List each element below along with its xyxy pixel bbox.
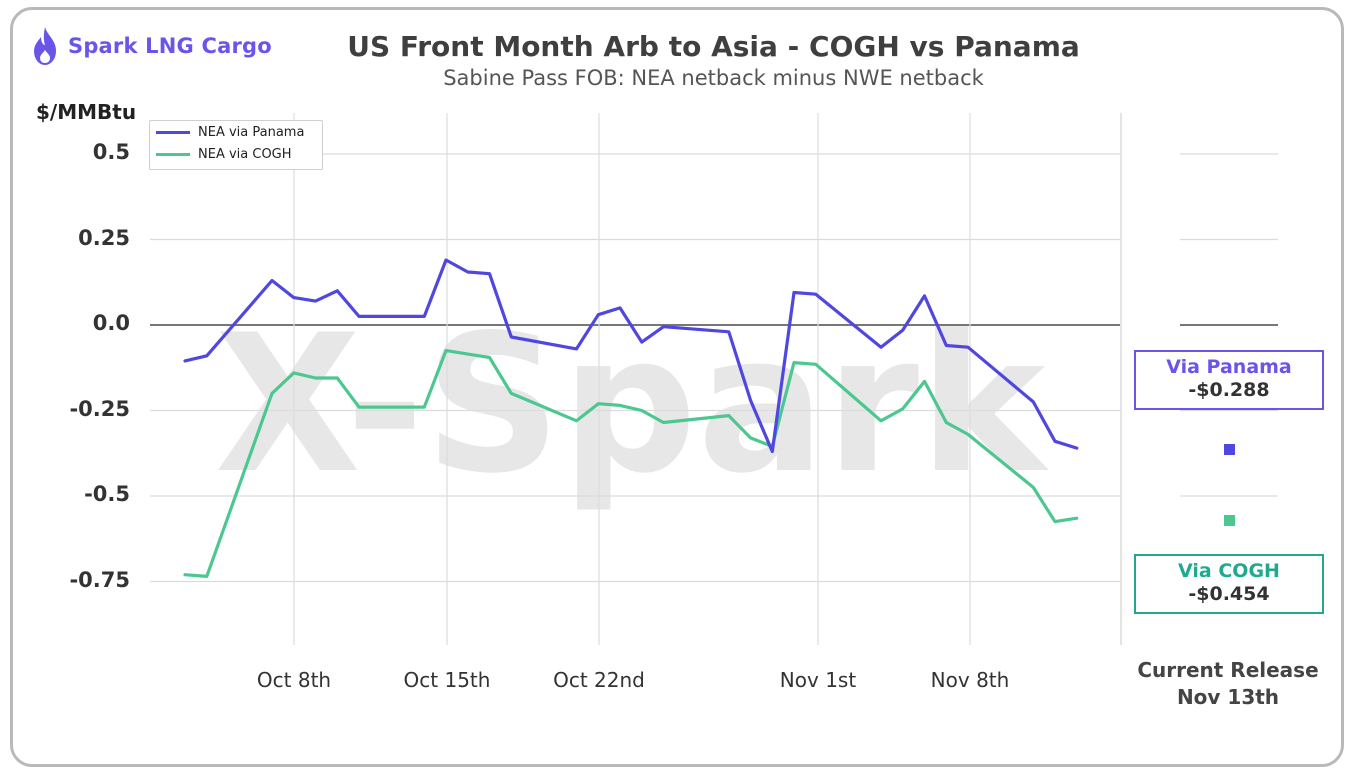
callout-cogh-label: Via COGH — [1178, 560, 1280, 582]
legend-swatch-cogh — [156, 153, 190, 156]
current-release-label: Current Release — [1137, 658, 1319, 682]
marker-panama — [1224, 444, 1235, 455]
chart-subtitle: Sabine Pass FOB: NEA netback minus NWE n… — [443, 66, 984, 90]
callout-panama-value: -$0.288 — [1188, 379, 1270, 401]
watermark: X-Spark — [215, 294, 1050, 515]
grid-lines — [150, 113, 1122, 645]
flame-icon — [34, 27, 56, 65]
marker-cogh — [1224, 515, 1235, 526]
y-tick-label: 0.0 — [92, 311, 130, 335]
x-tick-label: Nov 8th — [930, 668, 1010, 692]
brand-name: Spark LNG Cargo — [68, 34, 272, 58]
y-axis-unit: $/MMBtu — [36, 100, 137, 124]
legend-label-panama: NEA via Panama — [198, 125, 305, 140]
legend: NEA via Panama NEA via COGH — [149, 120, 323, 170]
x-tick-label: Oct 15th — [403, 668, 491, 692]
brand-logo: Spark LNG Cargo — [30, 26, 272, 66]
callout-panama: Via Panama -$0.288 — [1134, 350, 1324, 410]
y-tick-label: 0.25 — [78, 225, 130, 250]
legend-item-panama: NEA via Panama — [156, 125, 304, 140]
callout-cogh: Via COGH -$0.454 — [1134, 554, 1324, 614]
current-release-date: Nov 13th — [1176, 685, 1280, 709]
series-lines — [183, 258, 1079, 579]
y-tick-label: -0.75 — [69, 567, 130, 592]
current-release: Current Release Nov 13th — [1118, 657, 1338, 711]
x-tick-label: Nov 1st — [779, 668, 857, 692]
x-tick-label: Oct 8th — [256, 668, 332, 692]
legend-item-cogh: NEA via COGH — [156, 147, 292, 162]
y-tick-label: -0.5 — [84, 482, 130, 506]
y-tick-label: 0.5 — [92, 140, 130, 164]
legend-label-cogh: NEA via COGH — [198, 147, 292, 162]
chart-title: US Front Month Arb to Asia - COGH vs Pan… — [347, 30, 1080, 63]
x-tick-label: Oct 22nd — [553, 668, 645, 692]
series-line-nea-via-panama — [183, 258, 1079, 454]
series-line-nea-via-cogh — [183, 349, 1079, 579]
callout-panama-label: Via Panama — [1166, 356, 1292, 378]
y-tick-label: -0.25 — [69, 396, 130, 421]
callout-cogh-value: -$0.454 — [1188, 583, 1270, 605]
legend-swatch-panama — [156, 131, 190, 134]
